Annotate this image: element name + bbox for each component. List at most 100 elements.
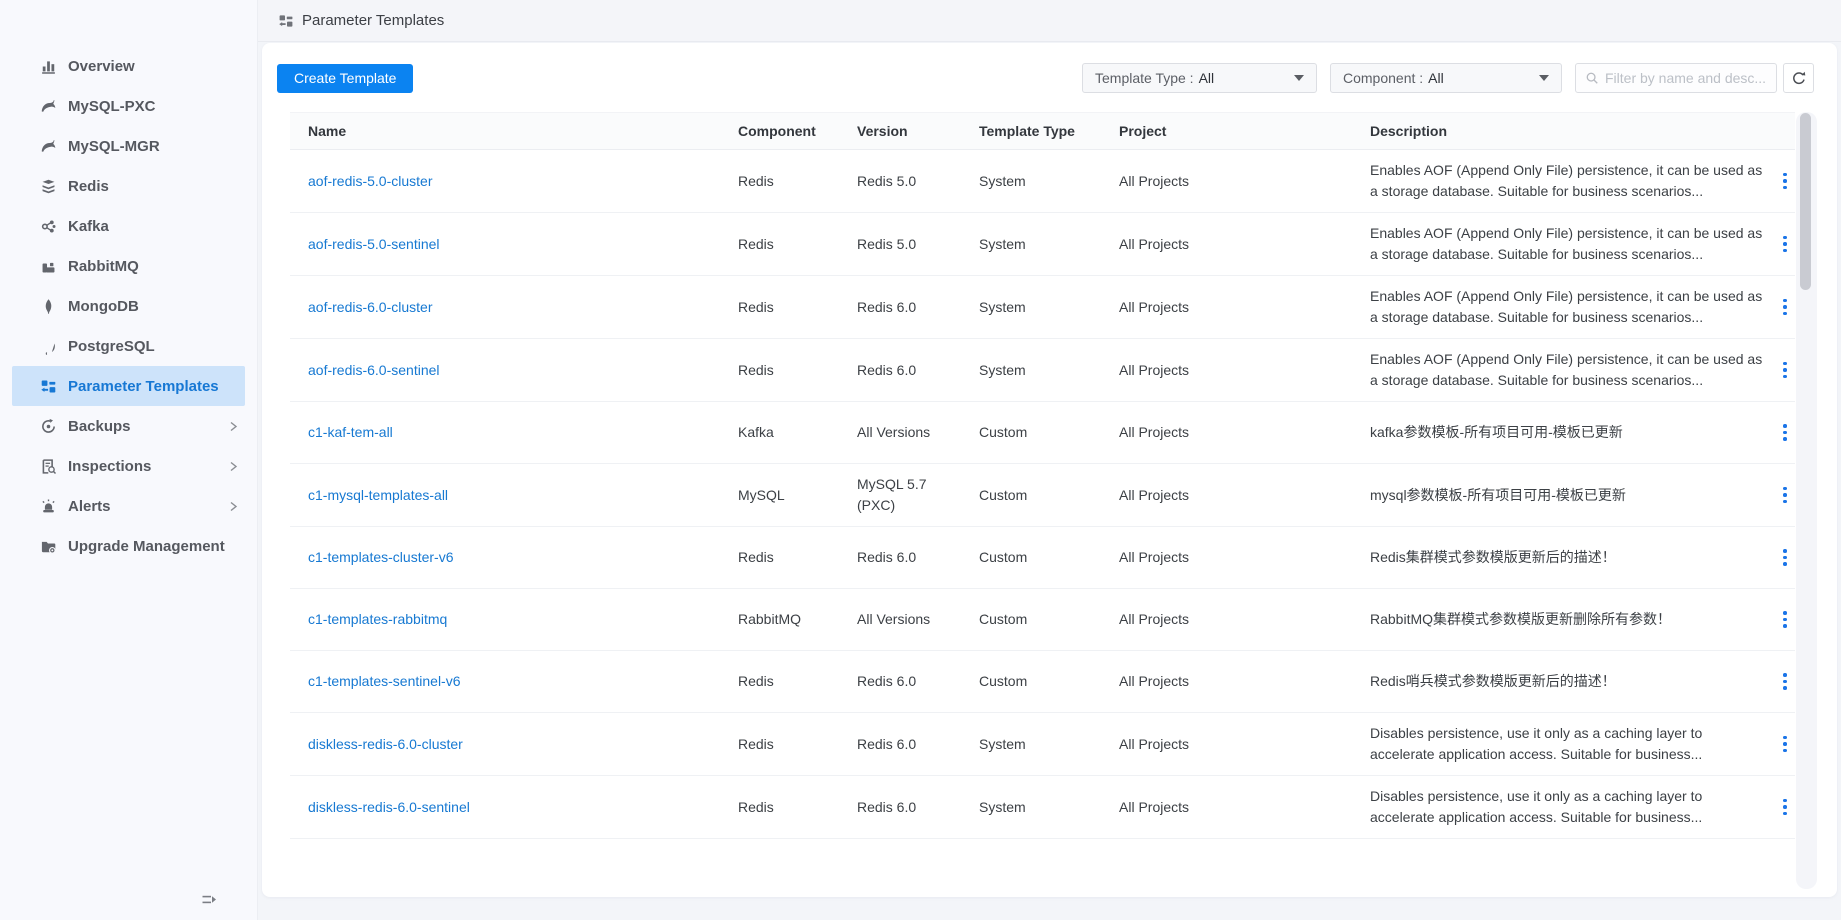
postgresql-icon xyxy=(40,338,57,355)
column-header-template-type: Template Type xyxy=(979,123,1075,139)
cell-component: Redis xyxy=(738,549,774,565)
cell-description: Disables persistence, use it only as a c… xyxy=(1370,788,1703,825)
sidebar-item-mongodb[interactable]: MongoDB xyxy=(0,286,257,326)
cell-version: MySQL 5.7 (PXC) xyxy=(857,476,927,513)
sidebar-item-redis[interactable]: Redis xyxy=(0,166,257,206)
toolbar: Create Template Template Type : All Comp… xyxy=(277,63,1814,93)
refresh-icon xyxy=(1791,70,1807,86)
cell-component: Redis xyxy=(738,735,774,752)
kebab-menu-icon[interactable] xyxy=(1779,733,1791,756)
sidebar-item-parameter-templates[interactable]: Parameter Templates xyxy=(12,366,245,406)
cell-template-type: System xyxy=(979,172,1026,189)
cell-description: kafka参数模板-所有项目可用-模板已更新 xyxy=(1370,424,1623,440)
cell-description: RabbitMQ集群模式参数模版更新删除所有参数！ xyxy=(1370,611,1672,627)
column-header-description: Description xyxy=(1370,123,1448,139)
cell-component: Redis xyxy=(738,172,774,189)
kebab-menu-icon[interactable] xyxy=(1779,484,1791,507)
chevron-down-icon xyxy=(1294,75,1304,81)
cell-project: All Projects xyxy=(1119,424,1190,440)
cell-component: Kafka xyxy=(738,424,774,440)
sidebar-item-alerts[interactable]: Alerts xyxy=(0,486,257,526)
kebab-menu-icon[interactable] xyxy=(1779,670,1791,693)
sidebar-item-backups[interactable]: Backups xyxy=(0,406,257,446)
template-name-link[interactable]: diskless-redis-6.0-sentinel xyxy=(308,798,470,815)
cell-project: All Projects xyxy=(1119,361,1190,378)
search-icon xyxy=(1585,71,1599,85)
table-row: aof-redis-5.0-cluster Redis Redis 5.0 Sy… xyxy=(290,150,1795,213)
column-header-name: Name xyxy=(308,123,347,139)
vertical-scrollbar[interactable] xyxy=(1796,112,1817,889)
cell-description: Redis集群模式参数模版更新后的描述！ xyxy=(1370,549,1616,565)
cell-template-type: Custom xyxy=(979,486,1028,503)
cell-version: All Versions xyxy=(857,424,931,440)
template-name-link[interactable]: c1-mysql-templates-all xyxy=(308,486,449,503)
template-name-link[interactable]: aof-redis-5.0-cluster xyxy=(308,172,433,189)
refresh-button[interactable] xyxy=(1783,63,1814,93)
table-row: diskless-redis-6.0-sentinel Redis Redis … xyxy=(290,776,1795,839)
table-row: c1-mysql-templates-all MySQL MySQL 5.7 (… xyxy=(290,464,1795,527)
table-row: diskless-redis-6.0-cluster Redis Redis 6… xyxy=(290,713,1795,776)
template-name-link[interactable]: c1-templates-cluster-v6 xyxy=(308,549,454,565)
cell-component: Redis xyxy=(738,361,774,378)
overview-icon xyxy=(40,58,57,75)
table-header-row: Name Component Version Template Type Pro… xyxy=(290,112,1795,150)
table-row: c1-kaf-tem-all Kafka All Versions Custom… xyxy=(290,402,1795,464)
cell-version: Redis 6.0 xyxy=(857,673,917,689)
sidebar-item-postgresql[interactable]: PostgreSQL xyxy=(0,326,257,366)
sidebar: Overview MySQL-PXC MySQL-MGR Redis Kafka… xyxy=(0,0,258,920)
template-type-filter[interactable]: Template Type : All xyxy=(1082,63,1317,93)
cell-template-type: System xyxy=(979,298,1026,315)
cell-component: Redis xyxy=(738,798,774,815)
kebab-menu-icon[interactable] xyxy=(1779,296,1791,319)
cell-version: Redis 6.0 xyxy=(857,361,917,378)
parameter-templates-icon xyxy=(40,378,57,395)
cell-template-type: Custom xyxy=(979,549,1028,565)
cell-template-type: Custom xyxy=(979,424,1028,440)
cell-component: MySQL xyxy=(738,486,785,503)
cell-project: All Projects xyxy=(1119,611,1190,627)
component-filter[interactable]: Component : All xyxy=(1330,63,1562,93)
filter-label: Template Type : xyxy=(1095,70,1194,86)
sidebar-item-mysql-mgr[interactable]: MySQL-MGR xyxy=(0,126,257,166)
kebab-menu-icon[interactable] xyxy=(1779,796,1791,819)
cell-version: Redis 6.0 xyxy=(857,298,917,315)
filter-value: All xyxy=(1428,70,1444,86)
backups-icon xyxy=(40,418,57,435)
template-name-link[interactable]: c1-kaf-tem-all xyxy=(308,424,393,440)
template-name-link[interactable]: aof-redis-6.0-sentinel xyxy=(308,361,440,378)
sidebar-item-upgrade-management[interactable]: Upgrade Management xyxy=(0,526,257,566)
search-input[interactable] xyxy=(1605,70,1767,86)
template-name-link[interactable]: c1-templates-rabbitmq xyxy=(308,611,448,627)
collapse-sidebar-button[interactable] xyxy=(196,888,222,910)
scrollbar-thumb[interactable] xyxy=(1800,113,1811,290)
sidebar-item-mysql-pxc[interactable]: MySQL-PXC xyxy=(0,86,257,126)
cell-version: Redis 5.0 xyxy=(857,235,917,252)
kebab-menu-icon[interactable] xyxy=(1779,608,1791,631)
upgrade-management-icon xyxy=(40,538,57,555)
kebab-menu-icon[interactable] xyxy=(1779,170,1791,193)
template-name-link[interactable]: c1-templates-sentinel-v6 xyxy=(308,673,461,689)
cell-template-type: Custom xyxy=(979,611,1028,627)
chevron-down-icon xyxy=(1539,75,1549,81)
template-name-link[interactable]: aof-redis-6.0-cluster xyxy=(308,298,433,315)
sidebar-item-kafka[interactable]: Kafka xyxy=(0,206,257,246)
kebab-menu-icon[interactable] xyxy=(1779,546,1791,569)
cell-description: Enables AOF (Append Only File) persisten… xyxy=(1370,162,1763,199)
table-row: aof-redis-6.0-sentinel Redis Redis 6.0 S… xyxy=(290,339,1795,402)
sidebar-item-overview[interactable]: Overview xyxy=(0,46,257,86)
kebab-menu-icon[interactable] xyxy=(1779,421,1791,444)
cell-component: Redis xyxy=(738,673,774,689)
template-name-link[interactable]: diskless-redis-6.0-cluster xyxy=(308,735,463,752)
sidebar-item-inspections[interactable]: Inspections xyxy=(0,446,257,486)
table-row: c1-templates-cluster-v6 Redis Redis 6.0 … xyxy=(290,527,1795,589)
kebab-menu-icon[interactable] xyxy=(1779,233,1791,256)
cell-project: All Projects xyxy=(1119,172,1190,189)
column-header-component: Component xyxy=(738,123,816,139)
sidebar-item-rabbitmq[interactable]: RabbitMQ xyxy=(0,246,257,286)
cell-version: Redis 6.0 xyxy=(857,549,917,565)
kebab-menu-icon[interactable] xyxy=(1779,359,1791,382)
cell-template-type: Custom xyxy=(979,673,1028,689)
inspections-icon xyxy=(40,458,57,475)
create-template-button[interactable]: Create Template xyxy=(277,63,414,93)
template-name-link[interactable]: aof-redis-5.0-sentinel xyxy=(308,235,440,252)
